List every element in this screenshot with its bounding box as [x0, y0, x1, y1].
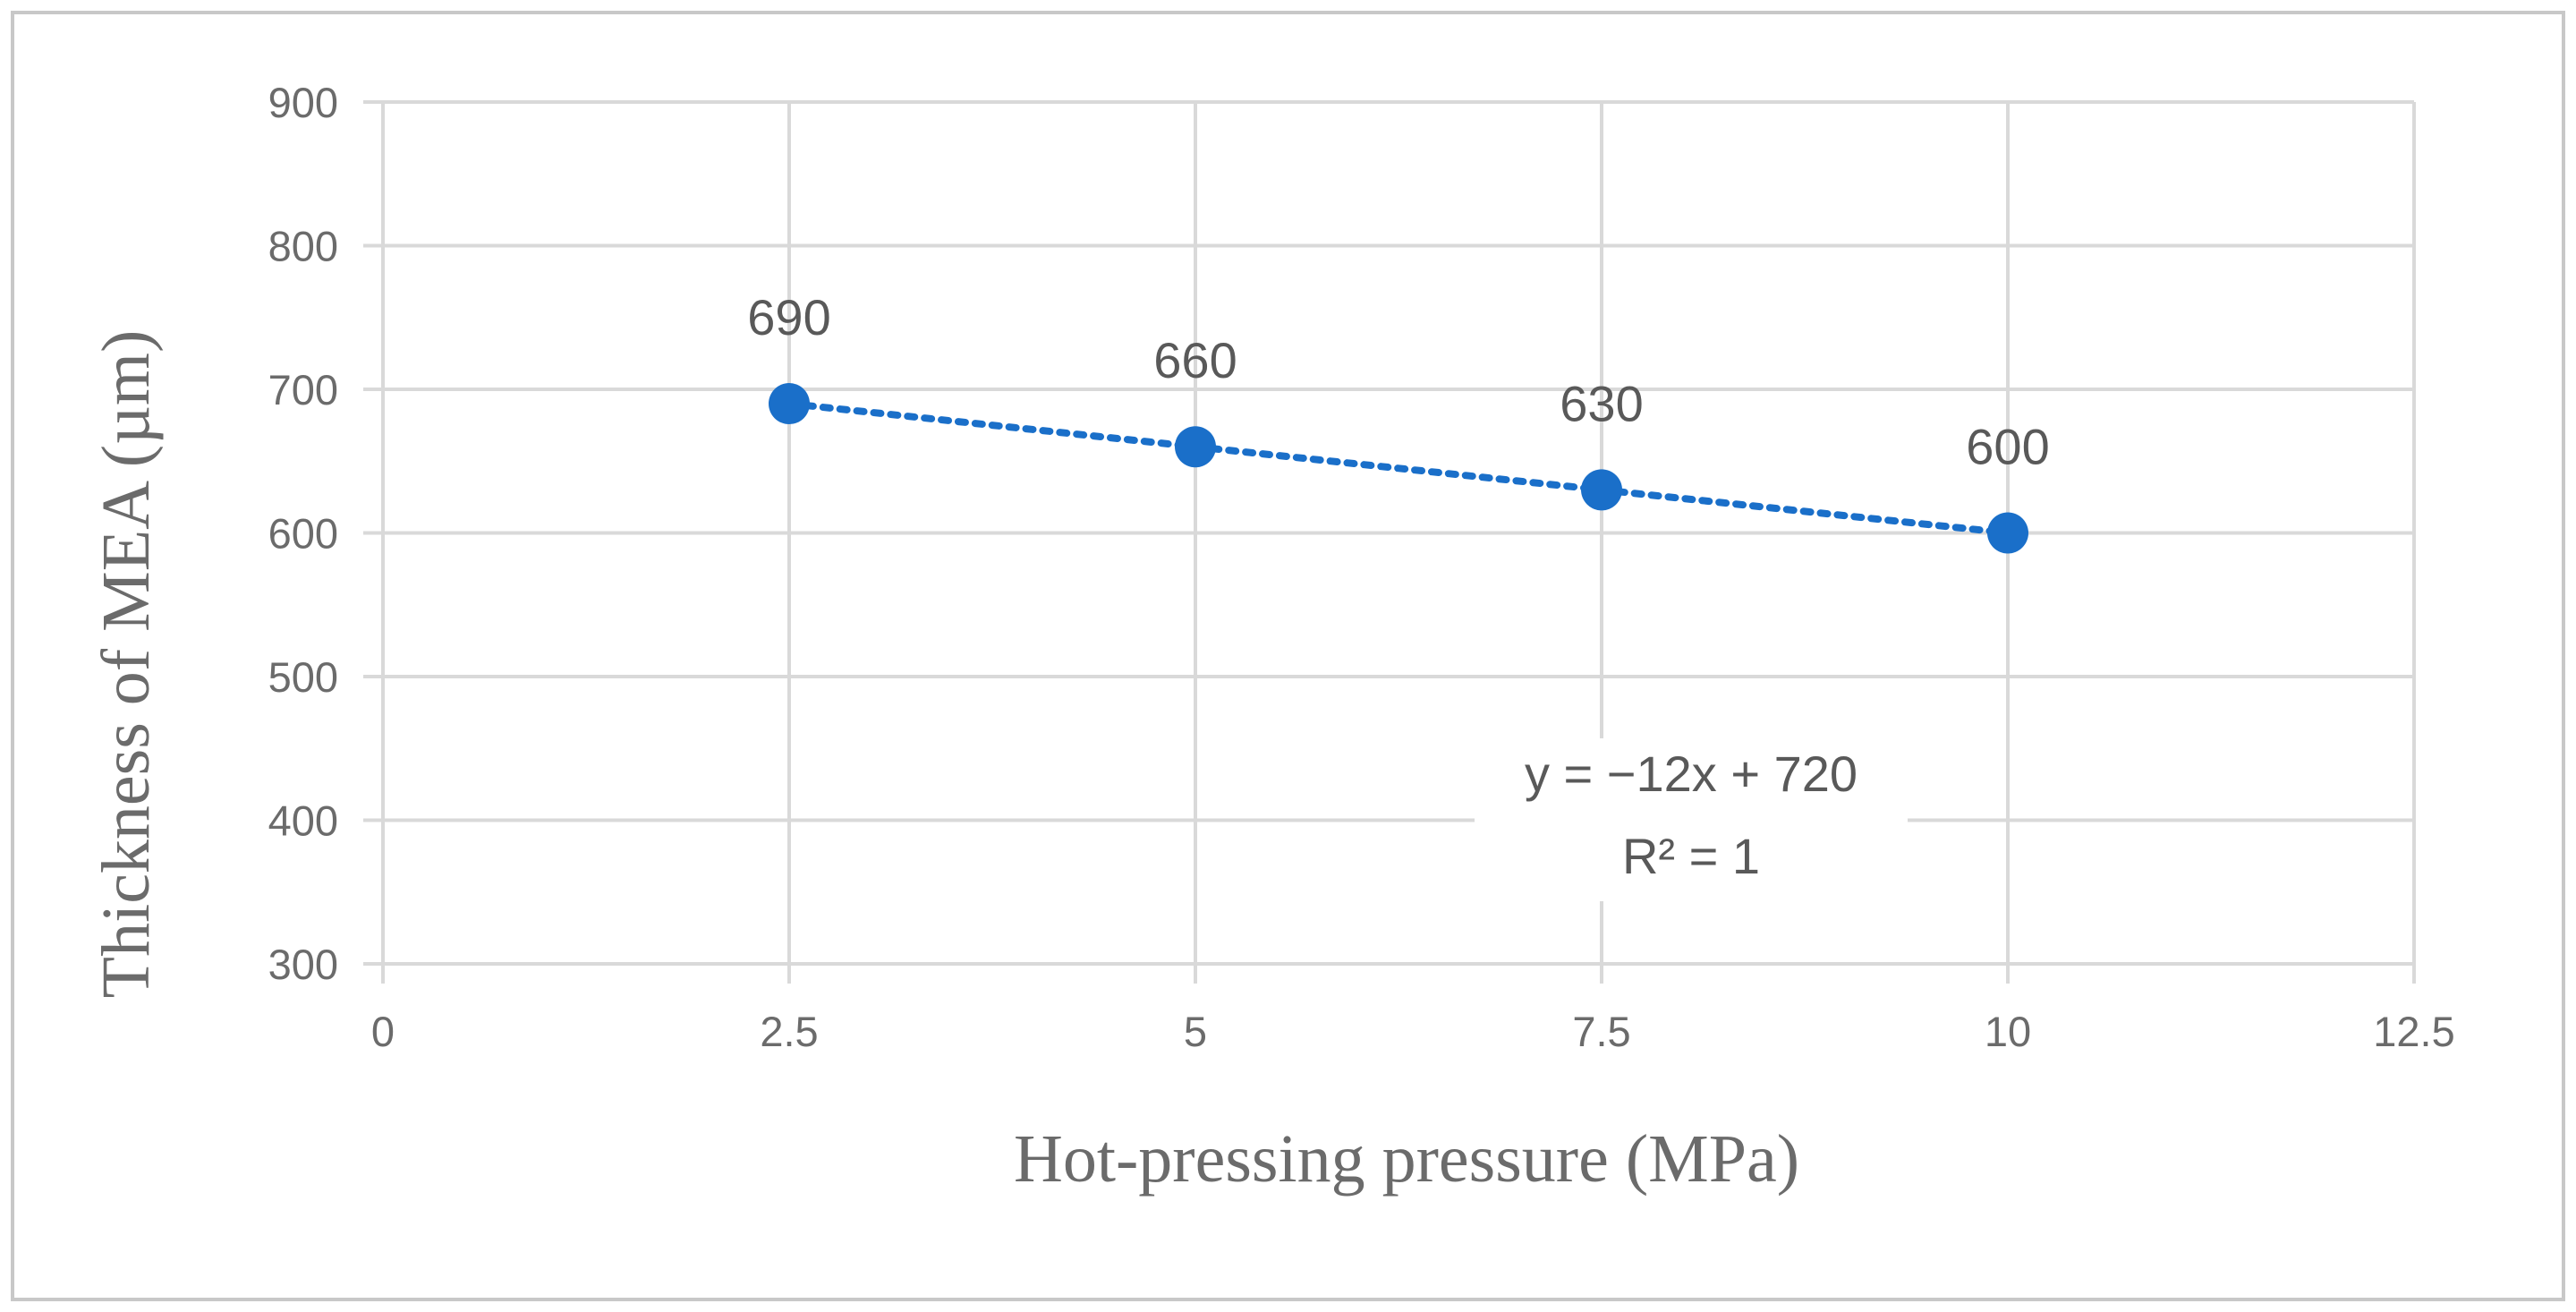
- x-tick-label: 0: [371, 1008, 395, 1055]
- y-tick-label: 400: [268, 797, 338, 845]
- y-axis-title: Thickness of MEA (µm): [89, 330, 164, 999]
- axes: [363, 100, 2416, 984]
- gridlines: [383, 100, 2416, 964]
- trendline-r-squared: R² = 1: [1622, 828, 1760, 884]
- x-tick-label: 10: [1985, 1008, 2031, 1055]
- chart-border: [11, 11, 2565, 1301]
- y-tick-label: 600: [268, 510, 338, 558]
- x-tick-label: 5: [1184, 1008, 1207, 1055]
- tick-labels: 300 400 500 600 700 800 900 0 2.5 5 7.5 10 12.5: [268, 79, 2455, 1055]
- data-point: [769, 383, 810, 425]
- data-point: [1581, 469, 1622, 511]
- trendline-label: y = −12x + 720 R² = 1: [1475, 738, 1908, 901]
- y-tick-label: 900: [268, 79, 338, 126]
- x-tick-label: 12.5: [2373, 1008, 2454, 1055]
- data-point: [1175, 426, 1216, 468]
- data-label: 600: [1966, 419, 2049, 475]
- y-tick-label: 500: [268, 653, 338, 701]
- data-label: 690: [747, 289, 830, 345]
- x-axis-title: Hot-pressing pressure (MPa): [1014, 1121, 1799, 1197]
- y-tick-label: 700: [268, 366, 338, 413]
- trendline: [786, 400, 2011, 537]
- trendline-equation: y = −12x + 720: [1525, 745, 1858, 802]
- y-tick-label: 300: [268, 941, 338, 988]
- trendline-line: [786, 400, 2011, 537]
- data-label: 630: [1560, 375, 1643, 431]
- x-tick-label: 2.5: [760, 1008, 818, 1055]
- data-point: [1987, 512, 2028, 554]
- x-tick-label: 7.5: [1572, 1008, 1630, 1055]
- data-labels: 690 660 630 600: [747, 289, 2049, 474]
- data-points: [769, 383, 2028, 554]
- data-label: 660: [1153, 332, 1237, 388]
- trendline-label-background: [1475, 738, 1908, 901]
- y-tick-label: 800: [268, 223, 338, 270]
